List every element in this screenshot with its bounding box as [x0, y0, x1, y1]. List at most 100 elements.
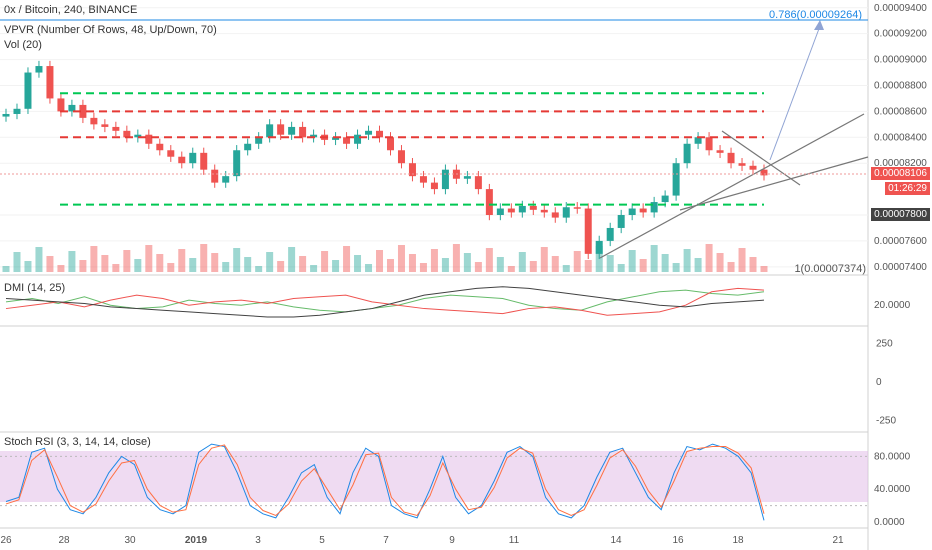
candle-body	[123, 130, 131, 138]
trendline-wedge-top	[721, 130, 801, 186]
volume-bar	[760, 266, 768, 272]
candle-body	[134, 134, 142, 138]
osc-tick-label: 0	[876, 377, 882, 388]
volume-bar	[551, 256, 559, 272]
volume-bar	[386, 259, 394, 272]
volume-bars	[2, 244, 768, 272]
volume-bar	[112, 264, 120, 272]
candle-body	[441, 169, 449, 190]
candle-body	[628, 208, 636, 216]
volume-bar	[79, 260, 87, 272]
volume-bar	[189, 258, 197, 272]
candle-body	[760, 169, 768, 176]
candle-body	[573, 207, 581, 209]
candle-body	[156, 143, 164, 151]
time-tick-label: 3	[255, 535, 261, 546]
volume-bar	[321, 251, 329, 272]
candle-body	[496, 208, 504, 216]
candle-body	[595, 240, 603, 254]
candle-body	[507, 208, 515, 213]
volume-bar	[244, 257, 252, 272]
candle-body	[68, 104, 76, 112]
volume-bar	[255, 266, 263, 272]
candle-body	[167, 150, 175, 157]
volume-bar	[397, 245, 405, 272]
candle-body	[639, 208, 647, 213]
stoch-series-line	[5, 444, 765, 517]
time-tick-label: 7	[383, 535, 389, 546]
volume-bar	[749, 257, 757, 272]
volume-bar	[408, 254, 416, 272]
trendline-lower	[679, 156, 869, 211]
fib-arrow-head	[814, 20, 824, 30]
dmi-lines	[5, 286, 765, 318]
volume-bar	[419, 263, 427, 272]
volume-bar	[134, 259, 142, 272]
volume-bar	[650, 245, 658, 272]
horizontal-levels	[60, 92, 764, 206]
stoch-lines	[0, 443, 868, 521]
candle-body	[562, 207, 570, 218]
volume-bar	[639, 259, 647, 272]
volume-bar	[266, 252, 274, 272]
candle-body	[35, 66, 43, 73]
volume-bar	[705, 244, 713, 272]
volume-bar	[211, 253, 219, 272]
time-tick-label: 28	[58, 535, 70, 546]
candle-body	[13, 108, 21, 114]
candle-body	[145, 134, 153, 144]
price-tick-label: 0.00008800	[874, 80, 927, 91]
volume-bar	[376, 250, 384, 272]
symbol-title: 0x / Bitcoin, 240, BINANCE	[4, 4, 138, 16]
candle-body	[244, 143, 252, 151]
price-tick-label: 0.00008200	[874, 158, 927, 169]
volume-bar	[68, 251, 76, 272]
volume-bar	[441, 258, 449, 272]
candle-body	[211, 169, 219, 183]
volume-bar	[90, 246, 98, 272]
price-tag-dark: 0.00007800	[871, 208, 930, 221]
candle-body	[2, 113, 10, 117]
volume-bar	[156, 254, 164, 272]
fib-top-label: 0.786(0.00009264)	[769, 9, 862, 21]
candle-body	[694, 137, 702, 144]
candle-body	[57, 98, 65, 112]
candle-body	[200, 152, 208, 170]
candle-body	[101, 124, 109, 127]
candle-body	[727, 152, 735, 164]
time-tick-label: 16	[672, 535, 684, 546]
candle-body	[661, 195, 669, 203]
volume-bar	[24, 261, 32, 272]
candles	[2, 60, 768, 260]
volume-bar	[562, 265, 570, 272]
volume-bar	[101, 255, 109, 272]
price-tick-label: 0.00009000	[874, 55, 927, 66]
stoch-tick-label: 80.0000	[874, 451, 911, 462]
price-tick-label: 0.00008400	[874, 132, 927, 143]
candle-body	[386, 137, 394, 151]
volume-bar	[738, 248, 746, 272]
volume-bar	[463, 253, 471, 272]
stoch-tick-label: 40.0000	[874, 484, 911, 495]
volume-bar	[145, 245, 153, 272]
volume-bar	[672, 263, 680, 272]
volume-bar	[540, 247, 548, 272]
candle-body	[365, 130, 373, 135]
candle-body	[343, 137, 351, 144]
volume-bar	[452, 244, 460, 272]
candle-body	[178, 156, 186, 164]
candle-body	[705, 137, 713, 151]
trendlines	[599, 20, 869, 259]
volume-bar	[628, 250, 636, 272]
volume-bar	[518, 252, 526, 272]
stoch-title: Stoch RSI (3, 3, 14, 14, close)	[4, 436, 151, 448]
time-tick-label: 14	[610, 535, 622, 546]
volume-bar	[277, 261, 285, 272]
candle-body	[551, 212, 559, 218]
volume-bar	[694, 258, 702, 272]
candle-body	[79, 104, 87, 118]
candle-body	[650, 202, 658, 213]
candle-body	[112, 126, 120, 131]
candle-body	[584, 208, 592, 254]
